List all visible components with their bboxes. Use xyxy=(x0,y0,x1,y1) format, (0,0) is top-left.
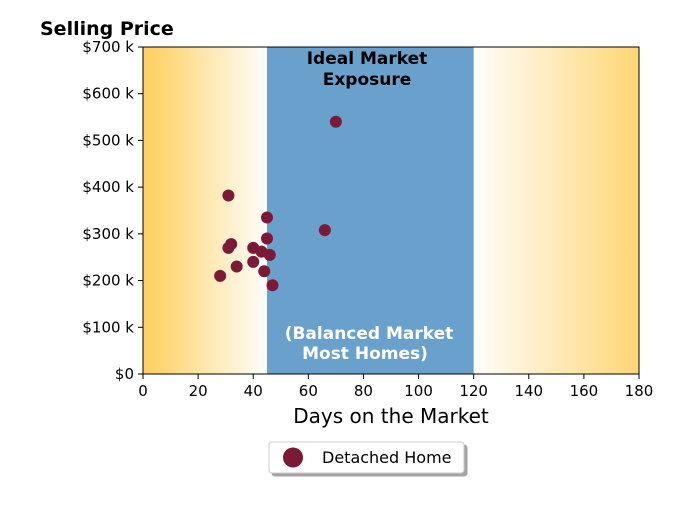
x-axis-ticks: 0 20 40 60 80 100 120 140 160 180 xyxy=(138,374,653,400)
data-point xyxy=(261,211,273,224)
data-point xyxy=(261,232,273,245)
x-tick-label: 160 xyxy=(570,382,599,400)
background-bands xyxy=(143,47,639,374)
chart-title: Selling Price xyxy=(40,18,174,40)
data-point xyxy=(318,224,331,237)
balanced-market-label-line1: (Balanced Market xyxy=(285,324,454,344)
plot-frame xyxy=(142,46,640,375)
x-tick-label: 120 xyxy=(459,382,488,400)
legend-label: Detached Home xyxy=(322,448,452,467)
legend-marker xyxy=(283,447,303,468)
legend: Detached Home xyxy=(268,441,465,474)
data-point xyxy=(258,265,271,278)
y-tick-label: $100 k xyxy=(82,318,134,336)
x-tick-label: 60 xyxy=(299,382,318,400)
y-axis-ticks: $0 $100 k $200 k $300 k $400 k $500 k $600 k $7… xyxy=(82,38,143,383)
y-tick-label: $300 k xyxy=(82,225,134,243)
x-axis-title: Days on the Market xyxy=(293,404,489,428)
data-point xyxy=(225,238,238,251)
band-1 xyxy=(267,47,474,374)
data-point xyxy=(329,115,342,128)
x-tick-label: 180 xyxy=(625,382,654,400)
band-0 xyxy=(143,47,267,374)
data-point xyxy=(222,189,235,202)
data-points xyxy=(214,115,342,292)
y-tick-label: $600 k xyxy=(82,85,134,103)
data-point xyxy=(263,248,276,261)
y-tick-label: $500 k xyxy=(82,131,134,149)
x-tick-label: 140 xyxy=(514,382,543,400)
band-2 xyxy=(473,47,639,374)
x-tick-label: 80 xyxy=(354,382,373,400)
x-tick-label: 40 xyxy=(244,382,263,400)
y-tick-label: $0 xyxy=(115,365,134,383)
y-tick-label: $200 k xyxy=(82,272,134,290)
legend-box xyxy=(268,441,465,474)
ideal-exposure-label-line1: Ideal Market xyxy=(307,49,428,69)
x-tick-label: 0 xyxy=(138,382,148,400)
x-tick-label: 100 xyxy=(404,382,433,400)
y-tick-label: $700 k xyxy=(82,38,134,56)
data-point xyxy=(247,255,260,268)
data-point xyxy=(266,279,279,292)
data-point xyxy=(230,260,243,273)
x-tick-label: 20 xyxy=(189,382,208,400)
y-tick-label: $400 k xyxy=(82,178,134,196)
ideal-exposure-label-line2: Exposure xyxy=(323,70,412,90)
balanced-market-label-line2: Most Homes) xyxy=(302,344,428,364)
data-point xyxy=(214,269,227,282)
